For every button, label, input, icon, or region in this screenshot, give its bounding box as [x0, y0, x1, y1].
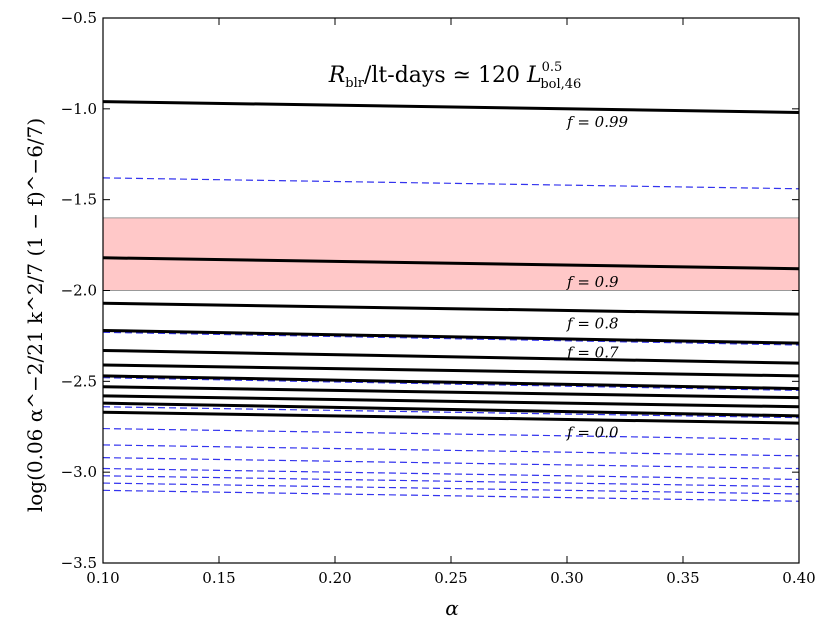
x-tick-label: 0.30 [550, 569, 583, 587]
annotation-label-2: f = 0.9 [566, 273, 619, 291]
x-tick-label: 0.40 [782, 569, 815, 587]
annotation-layer: f = 0.99 f = 0.9 f = 0.8 f = 0.7 f = 0.0 [566, 113, 629, 442]
solid-series-line-10 [102, 401, 800, 418]
title-r-sub: blr [345, 76, 364, 91]
annotation-label-4: f = 0.7 [566, 344, 619, 362]
solid-series-line-8 [102, 385, 800, 400]
dashed-series-line-8 [102, 467, 800, 481]
y-tick-label: −3.5 [61, 554, 97, 572]
solid-series-layer [102, 100, 800, 425]
solid-series-line-7 [102, 374, 800, 391]
title-r: R [328, 63, 346, 88]
solid-series-line-2 [102, 256, 800, 271]
title-middle: /lt-days ≃ 120 [364, 63, 527, 88]
dashed-series-line-7 [102, 457, 800, 470]
solid-series-line-11 [102, 410, 800, 425]
y-axis-label: log(0.06 α^−2/21 k^2/7 (1 − f)^−6/7) [23, 118, 47, 512]
y-tick-label: −0.5 [61, 9, 97, 27]
solid-series-line-4 [102, 328, 800, 345]
dashed-series-line-11 [102, 489, 800, 502]
x-tick-label: 0.15 [202, 569, 235, 587]
solid-series-line-1 [102, 100, 800, 114]
chart-title: Rblr/lt-days ≃ 120 L0.5 bol,46 [328, 60, 582, 92]
shaded-band-layer [103, 217, 799, 291]
dashed-series-line-2 [102, 331, 800, 346]
x-tick-label: 0.25 [434, 569, 467, 587]
y-tick-label: −1.5 [61, 191, 97, 209]
dashed-series-line-10 [102, 482, 800, 495]
title-l-sup: 0.5 [542, 60, 563, 75]
shaded-band [103, 217, 799, 291]
y-tick-label: −3.0 [61, 463, 97, 481]
dashed-series-line-3 [102, 377, 800, 392]
title-l: L [526, 63, 542, 88]
dashed-series-line-9 [102, 475, 800, 488]
x-tick-label: 0.10 [86, 569, 119, 587]
x-tick-label: 0.35 [666, 569, 699, 587]
dashed-series-line-1 [102, 177, 800, 190]
solid-series-line-6 [102, 363, 800, 378]
axes-layer: 0.10 0.15 0.20 0.25 0.30 0.35 0.40 −0.5 −1.0 −1.5… [61, 9, 816, 587]
dashed-series-line-5 [102, 427, 800, 441]
y-tick-label: −2.5 [61, 372, 97, 390]
y-tick-label: −2.0 [61, 282, 97, 300]
x-axis-label: α [445, 596, 459, 620]
dashed-series-line-4 [102, 406, 800, 419]
annotation-label-5: f = 0.0 [566, 424, 619, 442]
annotation-label-3: f = 0.8 [566, 315, 619, 333]
dashed-series-layer [102, 177, 800, 502]
y-tick-label: −1.0 [61, 100, 97, 118]
solid-series-line-5 [102, 348, 800, 365]
title-l-sub: bol,46 [540, 77, 581, 92]
x-tick-label: 0.20 [318, 569, 351, 587]
annotation-label-1: f = 0.99 [566, 113, 629, 131]
dashed-series-line-6 [102, 444, 800, 457]
solid-series-line-9 [102, 394, 800, 409]
solid-series-line-3 [102, 301, 800, 316]
